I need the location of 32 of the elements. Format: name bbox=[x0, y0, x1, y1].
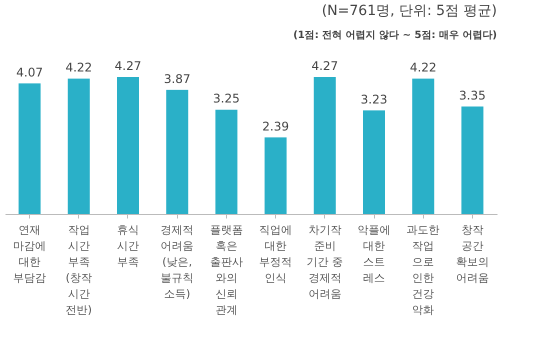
x-tick-label: 직업에 대한 부정적 인식 bbox=[259, 224, 292, 284]
x-tick-label: 작업 시간 부족 (창작 시간 전반) bbox=[66, 224, 92, 316]
data-label: 4.27 bbox=[311, 59, 338, 73]
bar bbox=[363, 110, 385, 214]
bar bbox=[461, 106, 484, 214]
bar bbox=[314, 77, 336, 214]
x-tick-label: 악플에 대한 스트 레스 bbox=[358, 224, 390, 284]
data-label: 3.25 bbox=[213, 92, 240, 106]
x-tick-label: 과도한 작업 으로 인한 건강 악화 bbox=[406, 224, 440, 316]
data-label: 4.22 bbox=[65, 60, 92, 75]
data-label: 3.23 bbox=[360, 92, 388, 106]
bar bbox=[117, 77, 139, 214]
x-tick-label: 연재 마감에 대한 부담감 bbox=[13, 224, 46, 284]
data-label: 4.07 bbox=[16, 65, 43, 80]
data-label: 4.27 bbox=[114, 59, 142, 73]
bar bbox=[18, 83, 41, 214]
data-label: 3.87 bbox=[164, 72, 191, 86]
x-tick-label: 경제적 어려움 (낮은, 불규칙 소득) bbox=[160, 224, 194, 300]
data-label: 2.39 bbox=[262, 119, 289, 134]
data-label: 3.35 bbox=[459, 88, 486, 103]
chart-title: (N=761명, 단위: 5점 평균) bbox=[322, 3, 497, 19]
x-tick-label: 플랫폼 혹은 출판사 와의 신뢰 관계 bbox=[210, 224, 243, 316]
x-tick-label: 차기작 준비 기간 중 경제적 어려움 bbox=[306, 224, 344, 300]
bar bbox=[412, 78, 434, 214]
x-tick-label: 휴식 시간 부족 bbox=[117, 224, 139, 268]
bar bbox=[68, 78, 90, 214]
bar bbox=[215, 110, 238, 214]
bar bbox=[166, 90, 188, 214]
data-label: 4.22 bbox=[410, 60, 437, 75]
bar bbox=[264, 137, 287, 214]
x-tick-label: 창작 공간 확보의 어려움 bbox=[456, 224, 489, 284]
chart-subtitle: (1점: 전혀 어렵지 않다 ~ 5점: 매우 어렵다) bbox=[293, 30, 497, 41]
